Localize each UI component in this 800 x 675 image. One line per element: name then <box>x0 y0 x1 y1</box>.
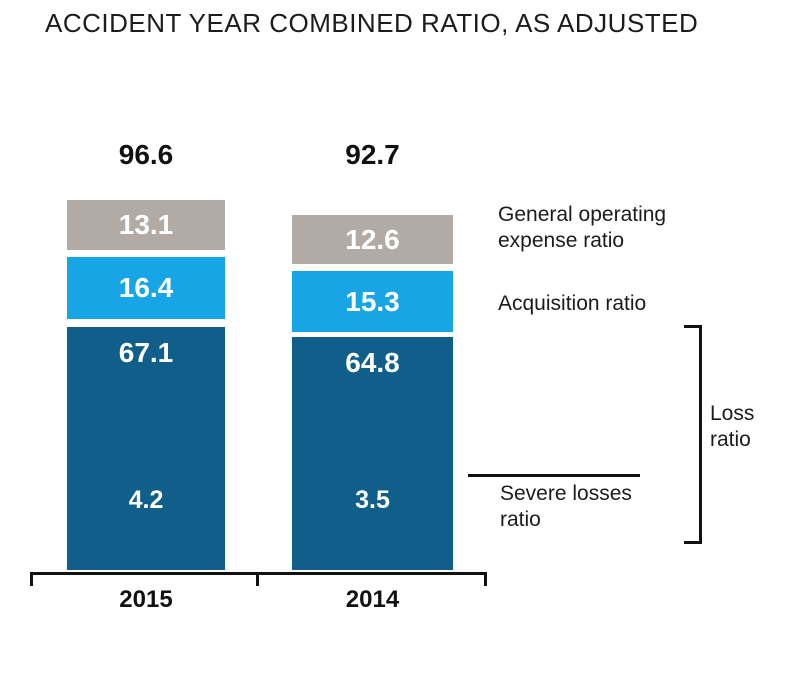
segment-value-label: 64.8 <box>345 347 400 378</box>
segment-loss-2014: 64.8 <box>292 337 453 570</box>
segment-value-label: 67.1 <box>118 337 174 368</box>
segment-loss-2015: 67.1 <box>67 327 225 570</box>
segment-value-label: 12.6 <box>345 223 400 255</box>
severe-losses-value-2015: 4.2 <box>128 486 164 514</box>
category-label-2014: 2014 <box>345 586 400 613</box>
segment-acquisition-2015: 16.4 <box>67 257 225 319</box>
legend-loss-ratio: Loss ratio <box>710 402 755 451</box>
segment-acquisition-2014: 15.3 <box>292 271 453 332</box>
segment-general-operating-2015: 13.1 <box>67 200 225 250</box>
segment-general-operating-2014: 12.6 <box>292 215 453 264</box>
x-axis-tick-left <box>30 572 33 586</box>
legend-severe-losses-ratio: Severe losses ratio <box>500 482 632 531</box>
x-axis-tick-right <box>484 572 487 586</box>
legend-acquisition-ratio: Acquisition ratio <box>498 292 647 315</box>
category-label-2015: 2015 <box>119 586 173 613</box>
segment-value-label: 16.4 <box>118 272 174 303</box>
bar-2014: 92.7 12.6 15.3 64.8 3.5 2014 <box>292 0 453 675</box>
bar-2015: 96.6 13.1 16.4 67.1 4.2 2015 <box>67 0 225 675</box>
segment-value-label: 15.3 <box>345 285 400 317</box>
legend-general-operating-expense-ratio: General operating expense ratio <box>498 203 667 252</box>
severe-losses-value-2014: 3.5 <box>355 486 390 514</box>
severe-losses-pointer-line <box>468 474 640 477</box>
total-label-2015: 96.6 <box>118 139 174 170</box>
segment-value-label: 13.1 <box>118 209 174 240</box>
loss-ratio-bracket <box>684 325 702 544</box>
total-label-2014: 92.7 <box>345 139 400 170</box>
x-axis-tick-middle <box>256 572 259 586</box>
chart-title: ACCIDENT YEAR COMBINED RATIO, AS ADJUSTE… <box>45 8 699 38</box>
